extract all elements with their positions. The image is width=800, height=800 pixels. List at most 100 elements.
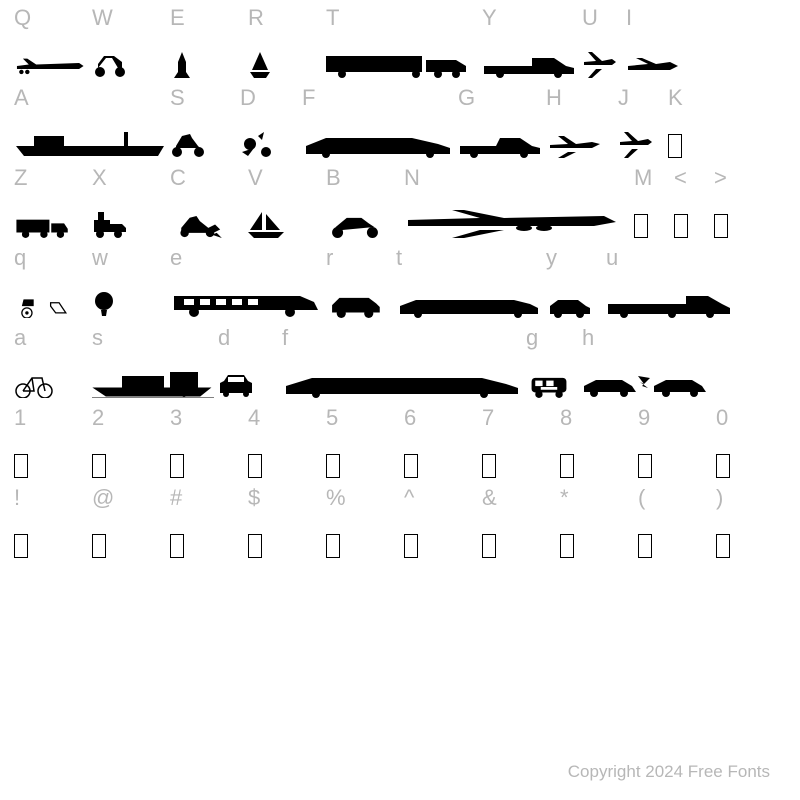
glyph-empty-box	[400, 516, 478, 558]
row-digits: 1 2 3 4 5 6 7 8 9 0	[10, 400, 790, 478]
char-label: )	[712, 480, 790, 516]
glyph-jet	[578, 36, 622, 78]
char-label: &	[478, 480, 556, 516]
char-label: T	[322, 0, 478, 36]
glyph-empty-box	[556, 436, 634, 478]
glyph-rocket	[166, 36, 244, 78]
glyph-empty-box	[670, 196, 710, 238]
glyph-empty-box	[664, 116, 704, 158]
char-label: X	[88, 160, 166, 196]
glyph-empty-box	[10, 516, 88, 558]
char-label: B	[322, 160, 400, 196]
copyright-footer: Copyright 2024 Free Fonts	[568, 762, 770, 782]
glyph-empty-box	[88, 516, 166, 558]
char-label: 4	[244, 400, 322, 436]
char-label: 1	[10, 400, 88, 436]
char-label: G	[454, 80, 542, 116]
char-label: g	[522, 320, 578, 356]
char-label: (	[634, 480, 712, 516]
char-label: @	[88, 480, 166, 516]
glyph-bus	[166, 276, 322, 318]
char-label: %	[322, 480, 400, 516]
glyph-carriage	[10, 276, 88, 318]
char-label: y	[542, 240, 602, 276]
char-label: 7	[478, 400, 556, 436]
row-upper-1: Q W E R T Y U	[10, 0, 790, 78]
glyph-empty-box	[322, 516, 400, 558]
row-upper-2: A S D F G H J	[10, 80, 790, 158]
glyph-limo	[298, 116, 454, 158]
char-label: U	[578, 0, 622, 36]
char-label: Q	[10, 0, 88, 36]
char-label: J	[614, 80, 664, 116]
glyph-motorbike	[88, 36, 166, 78]
char-label: 3	[166, 400, 244, 436]
glyph-sailboat	[244, 36, 322, 78]
char-label: >	[710, 160, 750, 196]
char-label: $	[244, 480, 322, 516]
glyph-balloon	[88, 276, 166, 318]
char-label: M	[630, 160, 670, 196]
glyph-empty-box	[712, 436, 790, 478]
glyph-sedan	[542, 276, 602, 318]
char-label: 0	[712, 400, 790, 436]
char-label: E	[166, 0, 244, 36]
glyph-empty-box	[88, 436, 166, 478]
glyph-plane-prop	[542, 116, 614, 158]
char-label: S	[166, 80, 236, 116]
char-label: e	[166, 240, 322, 276]
glyph-truck2	[10, 196, 88, 238]
glyph-suv	[322, 276, 392, 318]
char-label: 2	[88, 400, 166, 436]
row-lower-1: q w e r t y u	[10, 240, 790, 318]
glyph-empty-box	[244, 436, 322, 478]
glyph-empty-box	[710, 196, 750, 238]
char-label: 6	[400, 400, 478, 436]
glyph-empty-box	[712, 516, 790, 558]
glyph-sport-bike	[322, 196, 400, 238]
char-label: #	[166, 480, 244, 516]
glyph-car-front	[214, 356, 278, 398]
glyph-limo2	[392, 276, 542, 318]
glyph-crash	[236, 116, 298, 158]
glyph-jumbo-jet	[400, 196, 630, 238]
glyph-empty-box	[166, 436, 244, 478]
char-label: R	[244, 0, 322, 36]
char-label: q	[10, 240, 88, 276]
char-label: F	[298, 80, 454, 116]
char-label: s	[88, 320, 214, 356]
glyph-empty-box	[244, 516, 322, 558]
char-label: h	[578, 320, 708, 356]
glyph-empty-box	[634, 516, 712, 558]
glyph-cars-crash	[578, 356, 708, 398]
char-label: 8	[556, 400, 634, 436]
glyph-long-truck	[602, 276, 732, 318]
char-label: D	[236, 80, 298, 116]
char-label: 5	[322, 400, 400, 436]
char-label: C	[166, 160, 244, 196]
glyph-empty-box	[400, 436, 478, 478]
char-label: K	[664, 80, 704, 116]
row-upper-3: Z X C V B N M <	[10, 160, 790, 238]
glyph-jeep	[522, 356, 578, 398]
glyph-sail2	[244, 196, 322, 238]
row-symbols: ! @ # $ % ^ & * ( )	[10, 480, 790, 558]
char-label: r	[322, 240, 392, 276]
glyph-empty-box	[630, 196, 670, 238]
glyph-semi-truck	[322, 36, 478, 78]
char-label: N	[400, 160, 630, 196]
glyph-empty-box	[478, 436, 556, 478]
font-character-map: Q W E R T Y U	[0, 0, 800, 558]
glyph-empty-box	[478, 516, 556, 558]
char-label: Z	[10, 160, 88, 196]
glyph-train	[88, 196, 166, 238]
char-label: 9	[634, 400, 712, 436]
glyph-empty-box	[166, 516, 244, 558]
char-label: a	[10, 320, 88, 356]
char-label: *	[556, 480, 634, 516]
char-label: I	[622, 0, 700, 36]
glyph-bicycle	[10, 356, 88, 398]
char-label: <	[670, 160, 710, 196]
char-label: !	[10, 480, 88, 516]
char-label: Y	[478, 0, 578, 36]
